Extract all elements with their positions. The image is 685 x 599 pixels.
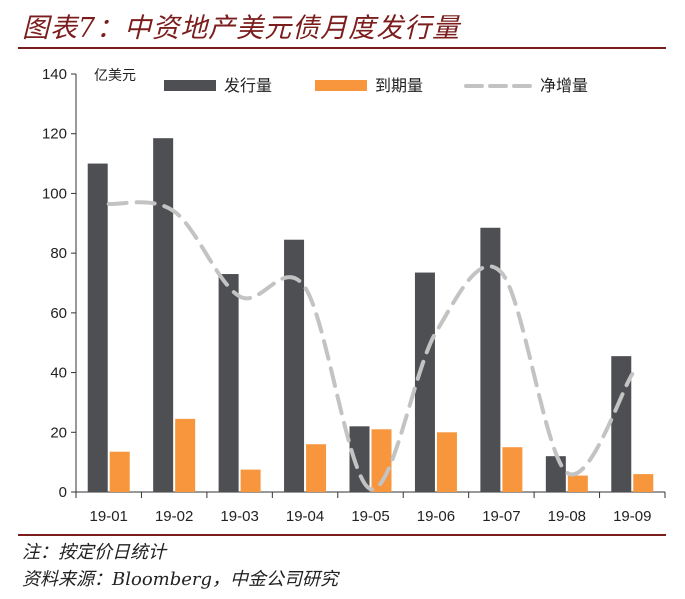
maturity-bar	[436, 432, 457, 492]
legend: 发行量 到期量 净增量	[164, 76, 588, 95]
legend-swatch-maturity	[315, 80, 367, 91]
legend-swatch-issuance	[164, 80, 216, 91]
chart: 0 20 40 60 80 100 120 140 19-01 19-02 19-03 19-04 19…	[42, 66, 666, 525]
footer-rule	[18, 534, 666, 536]
issuance-bar	[153, 138, 174, 492]
x-tick-label: 19-08	[548, 508, 586, 525]
legend-label-net: 净增量	[540, 76, 588, 95]
y-tick-label: 40	[50, 365, 67, 382]
axes: 0 20 40 60 80 100 120 140 19-01 19-02 19-03 19-04 19…	[42, 66, 666, 525]
maturity-bar	[240, 469, 261, 492]
x-tick-label: 19-05	[351, 508, 389, 525]
title-rule	[18, 47, 666, 49]
issuance-bar	[218, 274, 239, 492]
x-tick-label: 19-04	[286, 508, 324, 525]
y-tick-label: 20	[50, 424, 67, 441]
maturity-bar	[109, 451, 130, 492]
footnote: 注：按定价日统计	[22, 542, 166, 563]
issuance-bar	[284, 239, 305, 492]
issuance-bar	[87, 163, 108, 493]
bars	[87, 138, 654, 493]
issuance-bar	[349, 426, 370, 492]
legend-label-maturity: 到期量	[375, 76, 423, 95]
legend-label-issuance: 发行量	[224, 76, 272, 95]
x-tick-label: 19-01	[90, 508, 128, 525]
x-tick-label: 19-03	[220, 508, 258, 525]
y-tick-label: 140	[42, 66, 67, 83]
net-line	[106, 200, 635, 492]
maturity-bar	[175, 418, 196, 492]
x-tick-label: 19-07	[482, 508, 520, 525]
y-tick-label: 60	[50, 305, 67, 322]
y-tick-label: 100	[42, 185, 67, 202]
x-tick-label: 19-09	[613, 508, 651, 525]
issuance-bar	[611, 356, 632, 492]
x-tick-label: 19-06	[417, 508, 455, 525]
maturity-bar	[502, 447, 523, 492]
x-tick-label: 19-02	[155, 508, 193, 525]
issuance-bar	[480, 227, 501, 492]
maturity-bar	[633, 474, 654, 492]
unit-label: 亿美元	[94, 68, 136, 84]
issuance-bar	[414, 272, 435, 492]
maturity-bar	[306, 444, 327, 492]
net-line-path	[106, 200, 635, 492]
maturity-bar	[567, 475, 588, 492]
y-tick-label: 120	[42, 126, 67, 143]
issuance-bar	[545, 456, 566, 492]
source-note: 资料来源：Bloomberg，中金公司研究	[22, 569, 339, 590]
y-tick-label: 80	[50, 245, 67, 262]
y-tick-label: 0	[59, 484, 67, 501]
chart-title: 图表7：中资地产美元债月度发行量	[22, 13, 461, 44]
